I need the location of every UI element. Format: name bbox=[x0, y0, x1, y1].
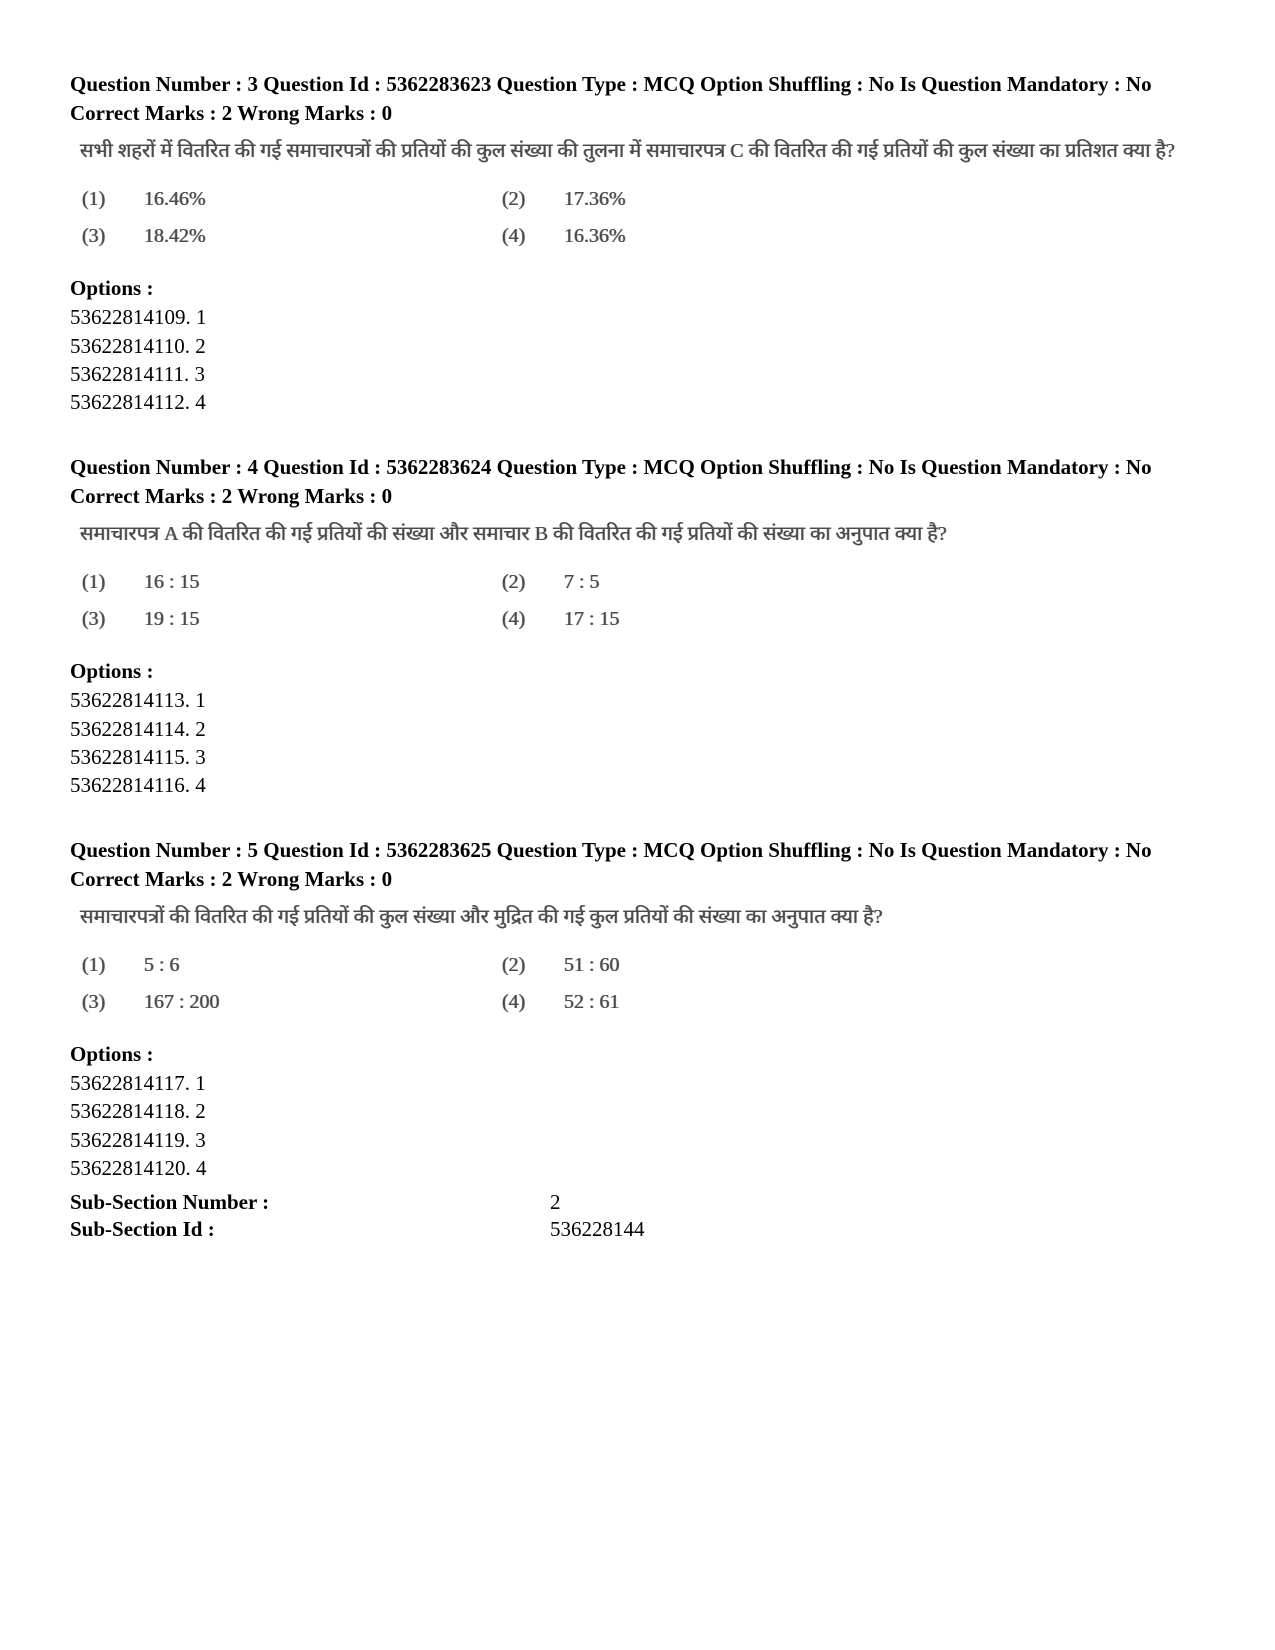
sub-section-id-label: Sub-Section Id : bbox=[70, 1217, 550, 1242]
question-text-hindi: सभी शहरों में वितरित की गई समाचारपत्रों … bbox=[70, 134, 1205, 168]
choice-num: (3) bbox=[82, 608, 144, 631]
question-marks: Correct Marks : 2 Wrong Marks : 0 bbox=[70, 484, 1205, 509]
choice: (2)17.36% bbox=[502, 188, 922, 211]
option-line: 53622814109. 1 bbox=[70, 303, 1205, 331]
choice: (2)7 : 5 bbox=[502, 571, 922, 594]
choice-num: (2) bbox=[502, 954, 564, 977]
question-marks: Correct Marks : 2 Wrong Marks : 0 bbox=[70, 867, 1205, 892]
question-choices: (1)16 : 15 (2)7 : 5 (3)19 : 15 (4)17 : 1… bbox=[70, 571, 1205, 631]
choice: (3)19 : 15 bbox=[82, 608, 502, 631]
choice-num: (3) bbox=[82, 225, 144, 248]
option-line: 53622814111. 3 bbox=[70, 360, 1205, 388]
choice-val: 17 : 15 bbox=[564, 608, 620, 631]
option-line: 53622814112. 4 bbox=[70, 388, 1205, 416]
choice-val: 5 : 6 bbox=[144, 954, 180, 977]
choice: (4)17 : 15 bbox=[502, 608, 922, 631]
options-label: Options : bbox=[70, 1042, 1205, 1067]
option-line: 53622814119. 3 bbox=[70, 1126, 1205, 1154]
choice: (3)167 : 200 bbox=[82, 991, 502, 1014]
choice: (4)52 : 61 bbox=[502, 991, 922, 1014]
options-label: Options : bbox=[70, 659, 1205, 684]
choice-val: 167 : 200 bbox=[144, 991, 220, 1014]
sub-section-number-row: Sub-Section Number : 2 bbox=[70, 1190, 1205, 1215]
choice: (1)5 : 6 bbox=[82, 954, 502, 977]
sub-section-number-value: 2 bbox=[550, 1190, 561, 1215]
choice-val: 19 : 15 bbox=[144, 608, 200, 631]
choice: (2)51 : 60 bbox=[502, 954, 922, 977]
choice-val: 16.46% bbox=[144, 188, 206, 211]
question-text-hindi: समाचारपत्रों की वितरित की गई प्रतियों की… bbox=[70, 900, 1205, 934]
options-label: Options : bbox=[70, 276, 1205, 301]
choice-num: (1) bbox=[82, 571, 144, 594]
option-line: 53622814115. 3 bbox=[70, 743, 1205, 771]
option-line: 53622814110. 2 bbox=[70, 332, 1205, 360]
choice-val: 7 : 5 bbox=[564, 571, 600, 594]
choice-num: (3) bbox=[82, 991, 144, 1014]
choice-num: (1) bbox=[82, 954, 144, 977]
option-line: 53622814114. 2 bbox=[70, 715, 1205, 743]
question-block: Question Number : 5 Question Id : 536228… bbox=[70, 836, 1205, 1183]
question-marks: Correct Marks : 2 Wrong Marks : 0 bbox=[70, 101, 1205, 126]
sub-section-number-label: Sub-Section Number : bbox=[70, 1190, 550, 1215]
question-header: Question Number : 3 Question Id : 536228… bbox=[70, 70, 1205, 99]
choice-num: (2) bbox=[502, 571, 564, 594]
sub-section-id-row: Sub-Section Id : 536228144 bbox=[70, 1217, 1205, 1242]
option-line: 53622814118. 2 bbox=[70, 1097, 1205, 1125]
question-header: Question Number : 5 Question Id : 536228… bbox=[70, 836, 1205, 865]
sub-section-id-value: 536228144 bbox=[550, 1217, 645, 1242]
choice: (1)16.46% bbox=[82, 188, 502, 211]
question-header: Question Number : 4 Question Id : 536228… bbox=[70, 453, 1205, 482]
choice-val: 16 : 15 bbox=[144, 571, 200, 594]
choice-num: (2) bbox=[502, 188, 564, 211]
choice-num: (4) bbox=[502, 608, 564, 631]
choice-val: 18.42% bbox=[144, 225, 206, 248]
question-text-hindi: समाचारपत्र A की वितरित की गई प्रतियों की… bbox=[70, 517, 1205, 551]
option-line: 53622814117. 1 bbox=[70, 1069, 1205, 1097]
choice-num: (4) bbox=[502, 991, 564, 1014]
page-content: Question Number : 3 Question Id : 536228… bbox=[0, 0, 1275, 1272]
choice-val: 51 : 60 bbox=[564, 954, 620, 977]
option-line: 53622814120. 4 bbox=[70, 1154, 1205, 1182]
choice-num: (1) bbox=[82, 188, 144, 211]
choice-val: 52 : 61 bbox=[564, 991, 620, 1014]
question-block: Question Number : 3 Question Id : 536228… bbox=[70, 70, 1205, 417]
question-choices: (1)16.46% (2)17.36% (3)18.42% (4)16.36% bbox=[70, 188, 1205, 248]
choice: (4)16.36% bbox=[502, 225, 922, 248]
choice: (1)16 : 15 bbox=[82, 571, 502, 594]
option-line: 53622814113. 1 bbox=[70, 686, 1205, 714]
choice-val: 17.36% bbox=[564, 188, 626, 211]
question-choices: (1)5 : 6 (2)51 : 60 (3)167 : 200 (4)52 :… bbox=[70, 954, 1205, 1014]
choice-val: 16.36% bbox=[564, 225, 626, 248]
question-block: Question Number : 4 Question Id : 536228… bbox=[70, 453, 1205, 800]
choice-num: (4) bbox=[502, 225, 564, 248]
choice: (3)18.42% bbox=[82, 225, 502, 248]
option-line: 53622814116. 4 bbox=[70, 771, 1205, 799]
